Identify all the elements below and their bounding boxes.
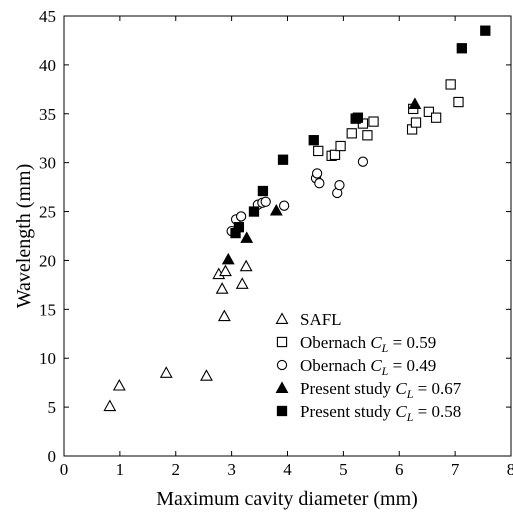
data-point-series-1 — [235, 277, 249, 289]
data-point-series-2 — [368, 116, 379, 127]
x-tick-label: 5 — [339, 460, 348, 479]
data-point-series-1 — [112, 378, 126, 391]
data-point-series-2 — [423, 106, 435, 117]
data-point-series-4 — [240, 231, 254, 243]
x-axis-title: Maximum cavity diameter (mm) — [156, 488, 418, 510]
legend-marker-5 — [276, 405, 288, 417]
x-tick-label: 3 — [227, 460, 236, 479]
data-point-series-3 — [260, 196, 271, 207]
legend-marker-4 — [275, 381, 289, 393]
x-tick-label: 7 — [451, 460, 460, 479]
data-point-series-2 — [445, 79, 456, 90]
data-point-series-3 — [278, 200, 290, 211]
data-point-series-2 — [453, 96, 464, 108]
data-point-series-3 — [311, 168, 323, 179]
y-tick-label: 0 — [48, 447, 57, 466]
x-tick-label: 8 — [507, 460, 513, 479]
data-point-series-1 — [200, 369, 213, 381]
data-point-series-2 — [346, 128, 357, 139]
data-point-series-1 — [159, 366, 173, 378]
y-tick-label: 5 — [48, 398, 57, 417]
data-point-series-5 — [248, 206, 260, 217]
data-point-series-5 — [352, 112, 364, 123]
data-point-series-3 — [334, 180, 345, 191]
data-point-series-1 — [239, 259, 253, 272]
data-point-series-3 — [314, 178, 325, 189]
data-point-series-4 — [408, 97, 422, 109]
data-point-series-2 — [430, 112, 442, 123]
legend-label-2: Obernach CL = 0.59 — [300, 333, 436, 355]
data-point-series-5 — [277, 154, 289, 165]
data-point-series-1 — [219, 264, 232, 277]
data-point-series-5 — [480, 25, 491, 36]
y-axis-title: Wavelength (mm) — [13, 164, 35, 308]
x-tick-label: 6 — [395, 460, 404, 479]
legend-marker-2 — [276, 336, 288, 348]
data-point-series-2 — [329, 149, 341, 160]
data-point-series-4 — [221, 252, 235, 265]
data-point-series-2 — [313, 145, 324, 157]
data-point-series-1 — [103, 399, 117, 412]
axis-ticks — [63, 15, 512, 457]
y-tick-label: 35 — [39, 105, 56, 124]
legend-label-5: Present study CL = 0.58 — [300, 402, 461, 424]
x-tick-label: 1 — [116, 460, 125, 479]
legend-label-1: SAFL — [300, 310, 342, 329]
y-tick-label: 45 — [39, 7, 56, 26]
data-point-series-2 — [335, 140, 346, 152]
legend-marker-3 — [276, 359, 288, 371]
legend-label-4: Present study CL = 0.67 — [300, 379, 462, 401]
data-point-series-5 — [308, 135, 319, 146]
data-point-series-1 — [217, 309, 231, 322]
data-point-series-5 — [257, 185, 269, 197]
y-tick-label: 25 — [39, 203, 56, 222]
data-point-series-4 — [269, 203, 283, 216]
y-tick-label: 40 — [39, 56, 56, 75]
data-points — [103, 25, 491, 412]
y-tick-label: 10 — [39, 349, 56, 368]
legend-marker-1 — [275, 312, 289, 324]
y-tick-label: 15 — [39, 300, 56, 319]
data-point-series-5 — [233, 222, 245, 233]
data-point-series-3 — [235, 211, 247, 222]
data-point-series-3 — [357, 156, 369, 167]
x-tick-label: 4 — [283, 460, 292, 479]
data-point-series-5 — [456, 43, 467, 54]
x-tick-label: 2 — [172, 460, 181, 479]
y-tick-label: 20 — [39, 251, 56, 270]
data-point-series-1 — [215, 282, 229, 294]
y-tick-label: 30 — [39, 154, 56, 173]
legend-label-3: Obernach CL = 0.49 — [300, 356, 436, 378]
data-point-series-2 — [362, 130, 373, 141]
data-point-series-2 — [410, 117, 422, 128]
x-tick-label: 0 — [60, 460, 69, 479]
